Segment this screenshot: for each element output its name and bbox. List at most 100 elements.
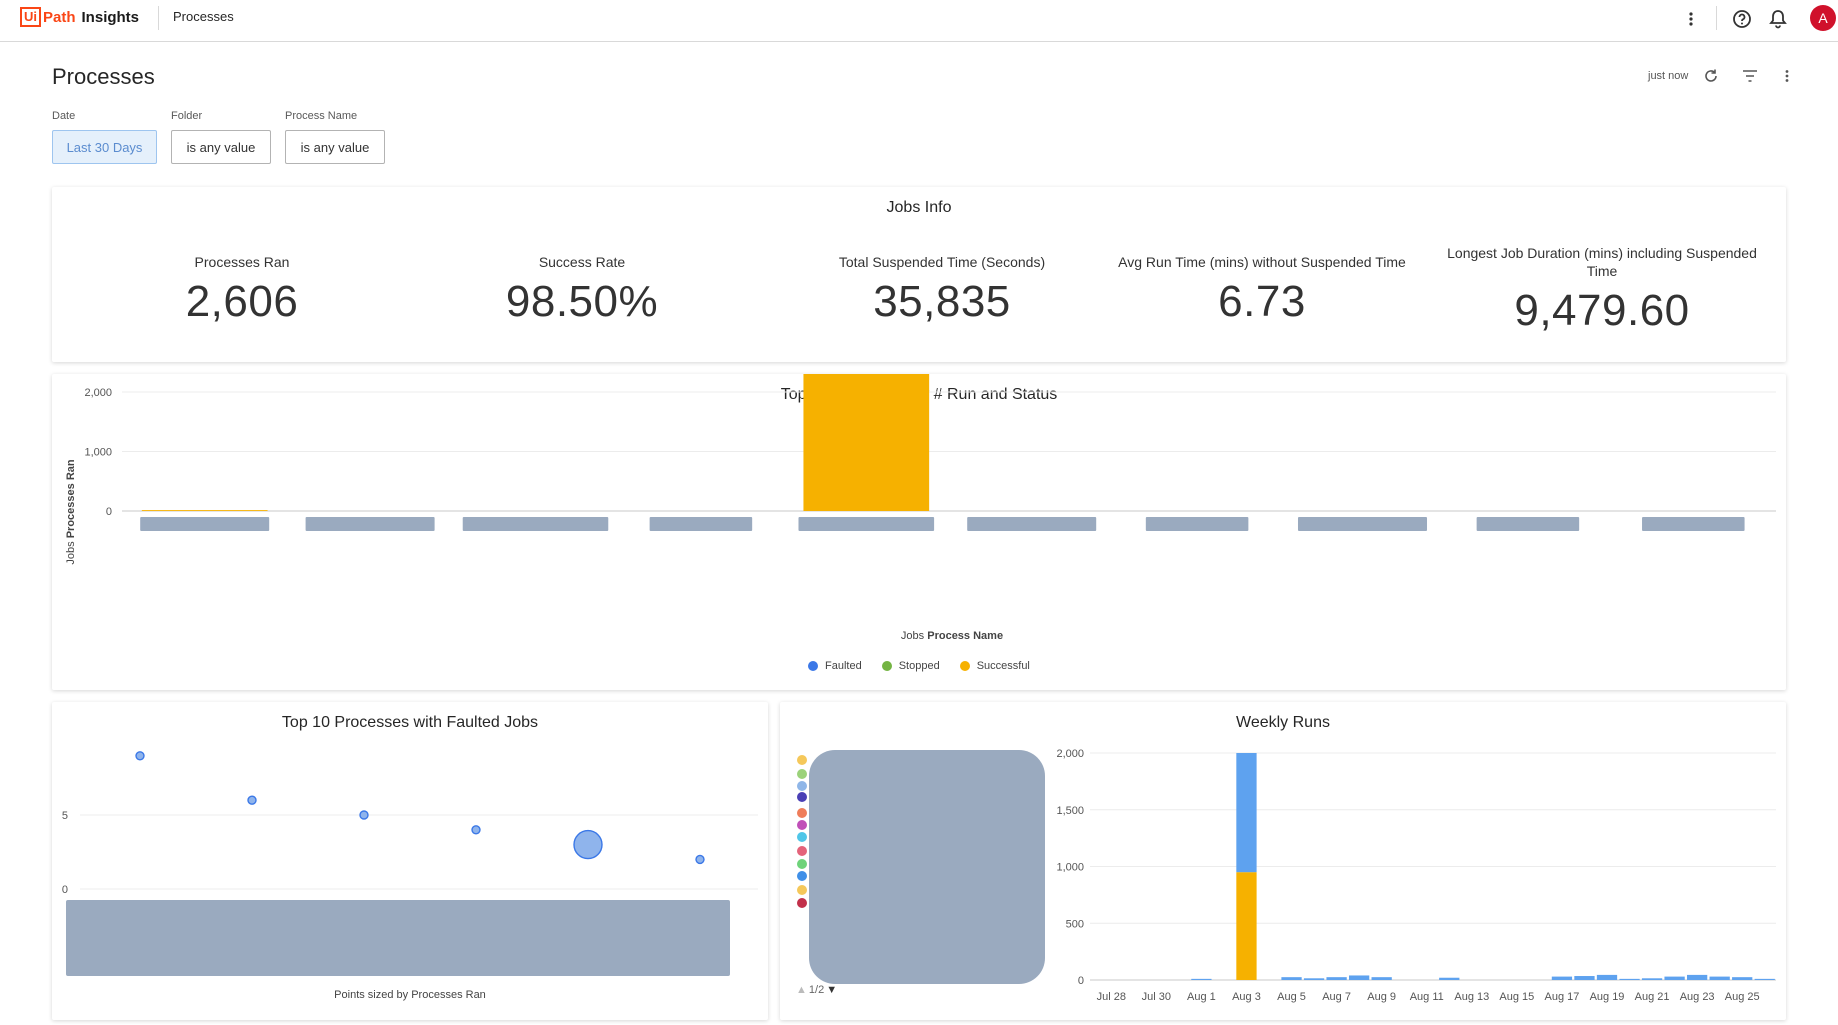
x-tick-label: Aug 19 [1590, 991, 1625, 1003]
faulted-chart: 05 [62, 751, 758, 976]
kpi-label: Total Suspended Time (Seconds) [838, 254, 1046, 270]
weekly-bar[interactable] [1732, 977, 1753, 980]
x-tick-label: Aug 15 [1499, 991, 1534, 1003]
x-tick-label-redacted [140, 517, 270, 531]
bell-icon[interactable] [1767, 8, 1789, 30]
scatter-point[interactable] [471, 825, 481, 835]
weekly-bar[interactable] [1596, 974, 1618, 980]
legend-swatch [797, 859, 807, 869]
legend-item-faulted[interactable]: Faulted [808, 660, 862, 672]
more-vertical-icon[interactable] [1680, 8, 1702, 30]
filter-date: Date Last 30 Days [52, 110, 157, 164]
weekly-bar[interactable] [1439, 977, 1460, 980]
x-tick-label: Aug 7 [1322, 991, 1351, 1003]
refresh-icon[interactable] [1701, 66, 1721, 86]
weekly-bar[interactable] [1236, 753, 1257, 873]
top10-processes-tile: Top 10 Processes by # Run and Status Job… [52, 374, 1786, 690]
folder-filter-button[interactable]: is any value [171, 130, 271, 164]
legend-item-successful[interactable]: Successful [959, 660, 1030, 672]
scatter-point[interactable] [359, 810, 369, 820]
kpi-value: 35,835 [873, 277, 1011, 326]
x-tick-label-redacted [1476, 517, 1580, 531]
redacted-legend-panel [809, 750, 1045, 984]
weekly-bar[interactable] [1281, 977, 1302, 980]
x-tick-label-redacted [649, 517, 753, 531]
top10-chart: Jobs Processes Ran Jobs Process Name 0 1,… [65, 374, 1776, 642]
kpi-total-suspended-time: Total Suspended Time (Seconds) 35,835 [797, 253, 1087, 327]
kpi-label: Avg Run Time (mins) without Suspended Ti… [1118, 254, 1406, 270]
filter-label: Date [52, 110, 76, 122]
filter-label: Folder [171, 110, 203, 122]
y-tick-label: 0 [106, 506, 112, 518]
page-title: Processes [52, 64, 155, 89]
weekly-bar[interactable] [1326, 977, 1347, 980]
bar-successful[interactable] [141, 510, 268, 511]
kpi-label: Processes Ran [194, 254, 290, 270]
bar-successful[interactable] [803, 374, 930, 511]
legend-swatch [797, 769, 807, 779]
weekly-bar[interactable] [1191, 978, 1212, 980]
scatter-point[interactable] [247, 795, 257, 805]
kpi-value: 9,479.60 [1514, 286, 1690, 335]
chart-legend: Faulted Stopped Successful [808, 660, 1030, 672]
weekly-bar[interactable] [1574, 976, 1595, 980]
legend-item-stopped[interactable]: Stopped [881, 660, 940, 672]
scatter-point[interactable] [135, 751, 145, 761]
legend-swatch [797, 885, 807, 895]
legend-swatch [797, 871, 807, 881]
kpi-success-rate: Success Rate 98.50% [462, 253, 702, 327]
last-refreshed-text: just now [1648, 70, 1689, 82]
date-filter-button[interactable]: Last 30 Days [52, 130, 157, 164]
weekly-bar[interactable] [1371, 977, 1392, 980]
y-tick-label: 1,500 [1056, 805, 1084, 817]
x-tick-label: Aug 11 [1410, 991, 1444, 1003]
pager-up-icon[interactable]: ▲ [796, 984, 807, 996]
process-name-filter-button[interactable]: is any value [285, 130, 385, 164]
kpi-label: Success Rate [538, 254, 626, 270]
scatter-point[interactable] [573, 829, 603, 860]
avatar[interactable]: A [1810, 5, 1836, 31]
weekly-bar[interactable] [1551, 976, 1573, 980]
weekly-bar[interactable] [1348, 975, 1370, 980]
filter-icon[interactable] [1740, 66, 1760, 86]
weekly-runs-chart: 0 500 1,000 1,500 2,000 Jul 28 Jul 30 Aug 1 Aug … [797, 748, 1776, 1003]
weekly-bar[interactable] [1641, 978, 1663, 980]
y-tick-label: 2,000 [84, 387, 112, 399]
weekly-bar[interactable] [1303, 978, 1325, 980]
weekly-bar[interactable] [1709, 976, 1730, 980]
breadcrumb[interactable]: Processes [173, 9, 234, 24]
kpi-avg-run-time: Avg Run Time (mins) without Suspended Ti… [1102, 253, 1422, 327]
y-axis-title: Jobs Processes Ran [65, 459, 77, 564]
help-icon[interactable] [1731, 8, 1753, 30]
filter-process-name: Process Name is any value [285, 110, 385, 164]
more-vertical-icon[interactable] [1777, 66, 1797, 86]
x-tick-label-redacted [798, 517, 935, 531]
kpi-label: Longest Job Duration (mins) including Su… [1447, 245, 1757, 279]
legend-swatch [808, 661, 818, 671]
x-tick-label-redacted [462, 517, 609, 531]
pager-down-icon[interactable]: ▼ [826, 984, 838, 996]
kpi-longest-job-duration: Longest Job Duration (mins) including Su… [1432, 244, 1772, 336]
legend-swatch [797, 832, 807, 842]
uipath-insights-logo[interactable]: Ui Path Insights [20, 7, 139, 27]
weekly-bar[interactable] [1236, 872, 1257, 980]
kpi-processes-ran: Processes Ran 2,606 [132, 253, 352, 327]
legend-swatch [797, 792, 807, 802]
chart-footer-note: Points sized by Processes Ran [334, 989, 486, 1001]
filter-folder: Folder is any value [171, 110, 271, 164]
weekly-bar[interactable] [1664, 976, 1685, 980]
topbar-divider [158, 6, 159, 30]
jobs-info-tile: Jobs Info Processes Ran 2,606 Success Ra… [52, 187, 1786, 362]
weekly-bar[interactable] [1619, 978, 1640, 980]
weekly-bar[interactable] [1754, 978, 1775, 980]
x-tick-label: Aug 5 [1277, 991, 1306, 1003]
pager-text: 1/2 [808, 984, 825, 996]
kpi-value: 2,606 [185, 277, 299, 326]
x-tick-label: Aug 17 [1544, 991, 1579, 1003]
legend-swatch [959, 661, 970, 671]
legend-swatch [797, 820, 807, 830]
legend-swatch [797, 755, 807, 765]
logo-mark: Ui [20, 7, 41, 27]
scatter-point[interactable] [695, 854, 705, 865]
weekly-bar[interactable] [1686, 974, 1708, 980]
